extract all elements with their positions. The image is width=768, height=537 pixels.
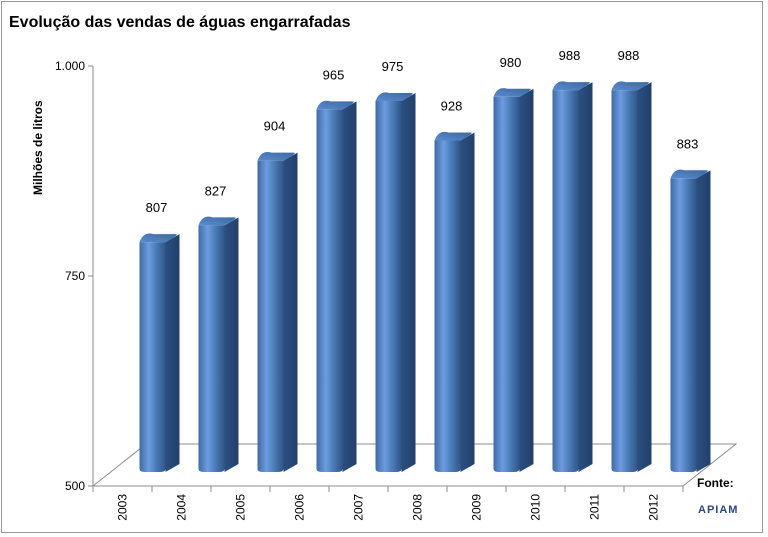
bars-layer xyxy=(139,81,711,473)
bar-side xyxy=(519,88,534,473)
bar-2003 xyxy=(139,233,180,472)
data-label-2003: 807 xyxy=(146,200,168,215)
bar-top xyxy=(670,169,708,179)
x-tick-label-2007: 2007 xyxy=(352,494,366,521)
bar-front xyxy=(375,101,402,472)
bar-front xyxy=(198,225,225,472)
x-tick-label-2005: 2005 xyxy=(234,494,248,521)
x-tick-label-2004: 2004 xyxy=(175,494,189,521)
x-tick-label-2003: 2003 xyxy=(116,494,130,521)
bar-front xyxy=(552,90,579,472)
bar-2006 xyxy=(316,100,357,473)
bar-side xyxy=(578,82,593,472)
labels-layer: 807 2003 827 2004 904 2005 965 2006 975 2007 928 20… xyxy=(116,48,699,521)
bar-2007 xyxy=(375,92,416,472)
bar-top xyxy=(434,131,472,141)
x-tick-label-2008: 2008 xyxy=(411,494,425,521)
data-label-2009: 980 xyxy=(500,55,522,70)
data-label-2008: 928 xyxy=(441,98,463,113)
bar-side xyxy=(637,82,652,472)
bar-top xyxy=(257,151,295,161)
bar-front xyxy=(434,140,461,473)
bar-2011 xyxy=(611,81,652,472)
x-tick-label-2010: 2010 xyxy=(529,494,543,521)
bar-top xyxy=(375,92,413,101)
bar-2010 xyxy=(552,81,593,472)
bar-top xyxy=(493,88,531,97)
data-label-2006: 965 xyxy=(323,67,345,82)
bar-front xyxy=(139,242,166,472)
bar-front xyxy=(611,90,638,472)
data-label-2011: 988 xyxy=(618,48,640,63)
bar-front xyxy=(257,160,284,472)
bar-side xyxy=(696,170,711,472)
x-tick-label-2012: 2012 xyxy=(647,494,661,521)
bar-side xyxy=(165,234,180,472)
bar-top xyxy=(552,81,590,91)
bar-2005 xyxy=(257,151,298,472)
apiam-logo: APIAM xyxy=(698,500,738,518)
bar-2009 xyxy=(493,88,534,473)
y-tick-label: 750 xyxy=(65,269,85,283)
bar-top xyxy=(611,81,649,91)
bar-front xyxy=(316,109,343,473)
bar-side xyxy=(401,93,416,472)
data-label-2005: 904 xyxy=(264,119,286,134)
bar-side xyxy=(342,101,357,473)
x-tick-label-2009: 2009 xyxy=(470,494,484,521)
bar-2012 xyxy=(670,169,711,472)
logo-text: APIAM xyxy=(698,504,739,516)
y-tick-label: 500 xyxy=(65,479,85,493)
bar-side xyxy=(283,152,298,472)
bar-side xyxy=(460,132,475,473)
data-label-2012: 883 xyxy=(677,136,699,151)
bar-2008 xyxy=(434,131,475,473)
chart-title: Evolução das vendas de águas engarrafada… xyxy=(9,14,351,31)
source-label: Fonte: xyxy=(697,476,734,490)
y-tick-label: 1.000 xyxy=(55,59,85,73)
bar-top xyxy=(139,233,177,243)
x-tick-label-2011: 2011 xyxy=(588,494,602,520)
bar-front xyxy=(670,178,697,472)
bar-front xyxy=(493,96,520,473)
data-label-2010: 988 xyxy=(559,48,581,63)
x-tick-label-2006: 2006 xyxy=(293,494,307,521)
bar-top xyxy=(316,100,354,110)
bar-top xyxy=(198,216,236,226)
bar-side xyxy=(224,217,239,472)
data-label-2004: 827 xyxy=(205,183,227,198)
data-label-2007: 975 xyxy=(382,59,404,74)
bar-2004 xyxy=(198,216,239,472)
